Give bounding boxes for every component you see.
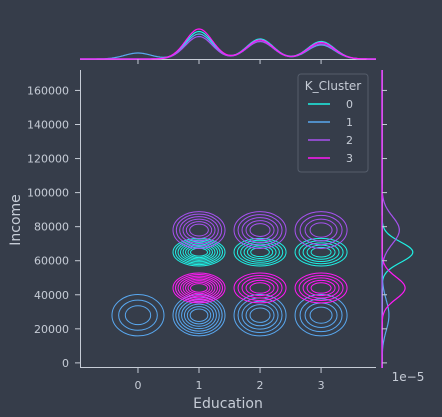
kde-contour-cluster-3	[249, 282, 271, 294]
kde-contour-cluster-2	[189, 223, 209, 237]
marginal-scale-label: 1e−5	[392, 370, 425, 384]
top-marginal	[80, 28, 376, 60]
kde-contour-cluster-2	[175, 213, 223, 247]
y-tick-label: 100000	[27, 187, 69, 200]
y-tick-label: 80000	[34, 221, 69, 234]
kde-contour-cluster-2	[245, 220, 275, 240]
kde-contour-cluster-1	[299, 298, 343, 333]
kde-contour-cluster-3	[175, 274, 224, 302]
right-marginal: 1e−5	[381, 70, 425, 384]
kde-contour-cluster-3	[180, 277, 219, 299]
kde-contour-cluster-0	[180, 242, 219, 263]
kde-contour-cluster-1	[111, 294, 165, 337]
kde-contour-cluster-1	[183, 303, 215, 327]
legend-label-2: 2	[346, 134, 353, 147]
kde-contour-cluster-3	[177, 275, 221, 301]
kde-contour-cluster-1	[294, 294, 348, 337]
kde-contour-cluster-0	[243, 243, 277, 261]
y-tick-label: 120000	[27, 153, 69, 166]
top-density-cluster-3	[80, 28, 376, 60]
x-tick-label: 1	[196, 379, 203, 392]
kde-contour-cluster-3	[233, 272, 287, 304]
legend: K_Cluster 0 1 2 3	[297, 73, 369, 173]
legend-title: K_Cluster	[305, 79, 362, 93]
x-axis-label: Education	[193, 396, 263, 412]
joint-plot: 0 1 2 3 0 20000 40000 60000 80000 100000 120000 14…	[8, 59, 387, 412]
y-tick-label: 160000	[27, 84, 69, 97]
legend-label-3: 3	[346, 152, 353, 165]
kde-contour-cluster-0	[298, 240, 344, 265]
kde-contour-cluster-3	[302, 277, 340, 299]
kde-contour-cluster-1	[124, 305, 152, 326]
kde-contour-cluster-2	[241, 217, 279, 243]
legend-label-1: 1	[346, 116, 353, 129]
kde-contour-cluster-1	[172, 294, 226, 337]
kde-contour-cluster-3	[172, 272, 226, 304]
kde-contour-cluster-1	[249, 307, 271, 323]
kde-contour-cluster-0	[187, 246, 211, 259]
kde-contour-cluster-3	[190, 283, 209, 293]
kde-contour-cluster-1	[233, 294, 287, 337]
kde-contour-cluster-2	[182, 218, 216, 242]
legend-box	[297, 73, 369, 173]
kde-contour-cluster-1	[309, 306, 333, 324]
kde-contour-cluster-2	[304, 218, 338, 242]
y-tick-label: 140000	[27, 118, 69, 131]
kde-contour-cluster-1	[241, 300, 279, 330]
kde-contour-cluster-2	[299, 214, 343, 246]
y-tick-label: 0	[62, 357, 69, 370]
kde-contour-cluster-1	[118, 299, 158, 331]
kde-contour-cluster-3	[298, 274, 344, 301]
kde-contour-cluster-3	[185, 280, 214, 296]
kde-contour-cluster-0	[302, 242, 340, 263]
kde-contour-cluster-2	[249, 223, 271, 237]
kde-contour-cluster-3	[306, 279, 336, 297]
y-axis-label: Income	[8, 194, 24, 246]
kde-contour-cluster-0	[190, 247, 209, 257]
kde-contour-cluster-0	[294, 237, 348, 267]
kde-contour-cluster-0	[236, 239, 284, 265]
kde-contour-cluster-3	[237, 274, 283, 301]
kde-contour-cluster-0	[182, 243, 216, 261]
kde-contour-cluster-1	[178, 298, 220, 332]
kde-contour-cluster-2	[237, 214, 283, 246]
kde-contour-cluster-0	[175, 239, 224, 266]
kde-contour-cluster-0	[185, 244, 214, 260]
kde-contour-cluster-0	[233, 237, 287, 267]
kde-contour-cluster-3	[182, 278, 216, 298]
y-tick-label: 60000	[34, 255, 69, 268]
kde-contour-cluster-1	[189, 308, 209, 322]
kde-contour-cluster-2	[185, 221, 213, 239]
right-density-cluster-0	[381, 70, 414, 368]
y-tick-label: 20000	[34, 323, 69, 336]
kde-contour-cluster-2	[294, 211, 348, 249]
kde-contour-cluster-3	[310, 282, 332, 294]
x-tick-label: 3	[318, 379, 325, 392]
kde-contour-cluster-0	[250, 247, 270, 258]
kde-contour-cluster-2	[309, 222, 333, 238]
kde-contour-cluster-3	[294, 272, 348, 304]
kde-contour-cluster-3	[187, 281, 211, 295]
kde-contour-cluster-3	[241, 277, 279, 299]
kde-contour-cluster-1	[186, 306, 212, 325]
kde-contour-cluster-3	[245, 279, 275, 297]
kde-contour-cluster-2	[233, 211, 287, 249]
legend-label-0: 0	[346, 98, 353, 111]
kde-contour-cluster-1	[245, 304, 275, 327]
right-density-cluster-3	[381, 70, 406, 368]
y-tick-label: 40000	[34, 289, 69, 302]
right-density-cluster-1	[381, 70, 390, 368]
kde-contour-cluster-2	[172, 211, 226, 249]
kde-contour-cluster-2	[179, 216, 219, 244]
x-tick-label: 2	[257, 379, 264, 392]
right-density-cluster-2	[381, 70, 400, 368]
kde-contour-cluster-0	[310, 246, 332, 258]
x-tick-label: 0	[134, 379, 141, 392]
